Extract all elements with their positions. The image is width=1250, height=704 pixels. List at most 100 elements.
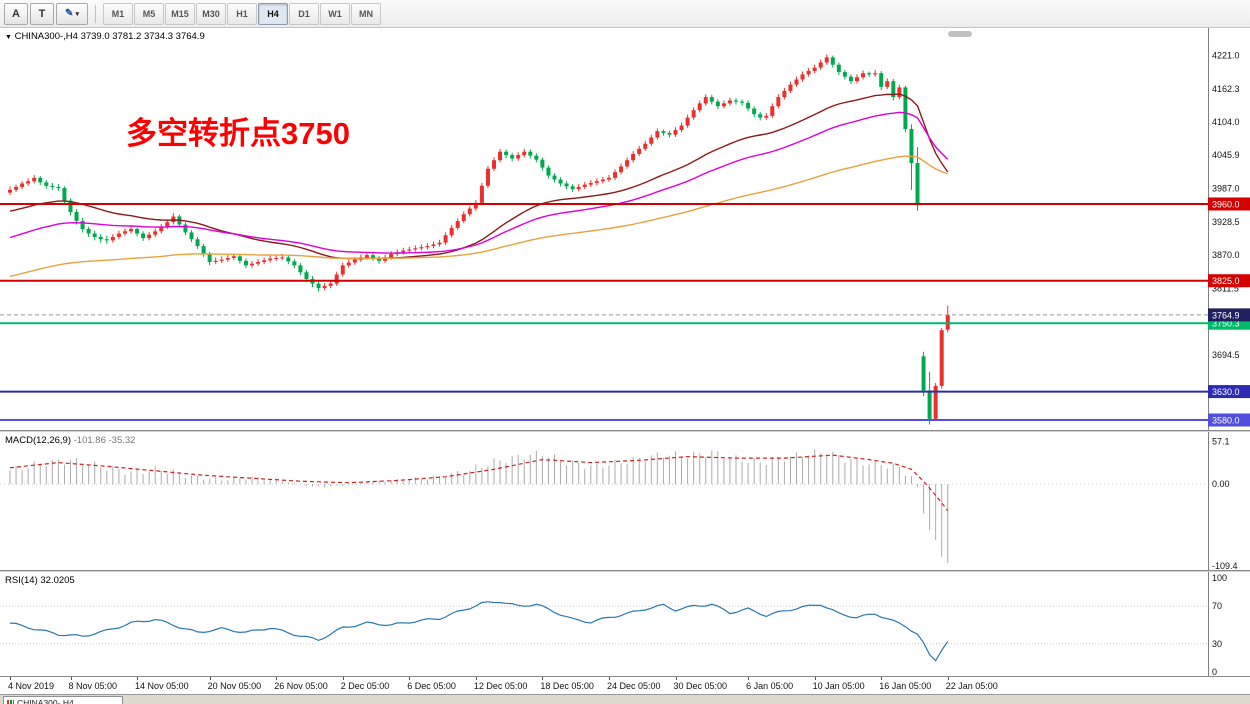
rsi-pane[interactable]: 100 70 30 0 RSI(14) 32.0205 bbox=[0, 572, 1250, 676]
timeframe-button-m1[interactable]: M1 bbox=[103, 2, 133, 25]
candle bbox=[467, 205, 472, 217]
rsi-axis-labels[interactable]: 100 70 30 0 bbox=[1212, 573, 1227, 676]
timeframe-button-m15[interactable]: M15 bbox=[165, 2, 195, 25]
ohlc-values: 3739.0 3781.2 3734.3 3764.9 bbox=[80, 31, 205, 42]
candles-layer bbox=[8, 54, 950, 425]
candle bbox=[764, 113, 769, 120]
macd-label: MACD(12,26,9) -101.86 -35.32 bbox=[5, 435, 136, 446]
candle bbox=[153, 228, 158, 237]
candle bbox=[570, 184, 575, 193]
svg-text:4104.0: 4104.0 bbox=[1212, 117, 1240, 127]
candle bbox=[44, 180, 49, 189]
svg-text:3694.5: 3694.5 bbox=[1212, 350, 1240, 360]
macd-values: -101.86 -35.32 bbox=[73, 435, 136, 446]
svg-text:30: 30 bbox=[1212, 639, 1222, 649]
timeframe-button-m30[interactable]: M30 bbox=[196, 2, 226, 25]
chart-scrollbar-thumb[interactable] bbox=[948, 31, 972, 37]
candle bbox=[485, 165, 490, 189]
candle bbox=[709, 94, 714, 105]
candle bbox=[116, 230, 121, 240]
candle bbox=[461, 211, 466, 224]
candle bbox=[437, 239, 442, 247]
candle bbox=[92, 230, 97, 241]
svg-text:4221.0: 4221.0 bbox=[1212, 51, 1240, 61]
candle bbox=[794, 76, 799, 87]
candle bbox=[340, 262, 345, 277]
candle bbox=[322, 283, 327, 291]
candle bbox=[346, 259, 351, 268]
candle bbox=[522, 148, 527, 158]
candle bbox=[842, 69, 847, 80]
candle bbox=[20, 181, 25, 190]
symbol-dropdown-icon[interactable]: ▼ bbox=[5, 34, 12, 41]
rsi-svg[interactable]: 100 70 30 0 bbox=[0, 572, 1250, 676]
timeframe-button-h1[interactable]: H1 bbox=[227, 2, 257, 25]
candle bbox=[727, 97, 732, 106]
svg-text:100: 100 bbox=[1212, 573, 1227, 583]
timeframe-button-h4[interactable]: H4 bbox=[258, 2, 288, 25]
time-tick bbox=[409, 677, 411, 680]
candle bbox=[873, 69, 878, 77]
candle bbox=[679, 122, 684, 133]
candle bbox=[449, 225, 454, 238]
candle bbox=[256, 259, 261, 266]
svg-text:3580.0: 3580.0 bbox=[1212, 415, 1240, 425]
macd-pane[interactable]: 57.1 0.00 -109.4 MACD(12,26,9) -101.86 -35… bbox=[0, 432, 1250, 570]
candle bbox=[377, 255, 382, 264]
candle bbox=[715, 99, 720, 110]
candle bbox=[219, 256, 224, 264]
candle bbox=[201, 243, 206, 257]
time-label: 8 Nov 05:00 bbox=[68, 681, 118, 691]
rsi-line bbox=[9, 601, 949, 662]
candle bbox=[56, 184, 61, 191]
timeframe-button-mn[interactable]: MN bbox=[351, 2, 381, 25]
time-axis[interactable]: 4 Nov 2019 8 Nov 05:00 14 Nov 05:00 20 Nov … bbox=[0, 676, 1250, 694]
annotation-text: 多空转折点3750 bbox=[126, 116, 350, 151]
pane-separator[interactable] bbox=[0, 430, 1250, 432]
ma-fast-line bbox=[9, 93, 949, 260]
chart-tab[interactable]: CHINA300-,H4 bbox=[3, 696, 123, 704]
candle bbox=[782, 88, 787, 100]
arrow-text-tool-button[interactable]: A bbox=[4, 2, 28, 25]
main-chart-svg[interactable]: 4221.0 4162.3 4104.0 4045.9 3987.0 3928.5 3870… bbox=[0, 28, 1250, 430]
pane-separator[interactable] bbox=[0, 570, 1250, 572]
svg-text:3928.5: 3928.5 bbox=[1212, 217, 1240, 227]
timeframe-button-m5[interactable]: M5 bbox=[134, 2, 164, 25]
candle bbox=[516, 152, 521, 161]
candle bbox=[564, 181, 569, 190]
candle bbox=[552, 173, 557, 183]
candle bbox=[703, 94, 708, 106]
timeframe-button-w1[interactable]: W1 bbox=[320, 2, 350, 25]
candle bbox=[734, 98, 738, 105]
candle bbox=[498, 148, 503, 163]
time-label: 18 Dec 05:00 bbox=[540, 681, 594, 691]
time-label: 24 Dec 05:00 bbox=[606, 681, 661, 691]
candle bbox=[637, 146, 642, 157]
drawing-color-button[interactable]: ✎ ▾ bbox=[56, 2, 88, 25]
text-label-tool-button[interactable]: T bbox=[30, 2, 54, 25]
price-axis-labels[interactable]: 4221.0 4162.3 4104.0 4045.9 3987.0 3928.5 3870… bbox=[1212, 51, 1240, 360]
rsi-value: 32.0205 bbox=[40, 575, 75, 586]
candle bbox=[74, 209, 79, 225]
candle bbox=[806, 68, 811, 77]
candle bbox=[848, 74, 853, 85]
candle bbox=[250, 260, 254, 268]
macd-signal-line bbox=[9, 454, 949, 511]
candle bbox=[933, 383, 938, 422]
candle bbox=[697, 100, 702, 113]
candle bbox=[649, 134, 654, 147]
candle bbox=[492, 157, 496, 172]
main-chart-pane[interactable]: 4221.0 4162.3 4104.0 4045.9 3987.0 3928.5 3870… bbox=[0, 28, 1250, 430]
timeframe-button-d1[interactable]: D1 bbox=[289, 2, 319, 25]
svg-text:70: 70 bbox=[1212, 601, 1222, 611]
candle bbox=[262, 257, 267, 265]
candle bbox=[667, 130, 672, 138]
candle bbox=[576, 184, 581, 192]
macd-axis-labels[interactable]: 57.1 0.00 -109.4 bbox=[1212, 437, 1238, 570]
macd-svg[interactable]: 57.1 0.00 -109.4 bbox=[0, 432, 1250, 570]
macd-histogram bbox=[9, 449, 949, 563]
candle bbox=[885, 78, 890, 90]
candle bbox=[419, 244, 424, 251]
candle bbox=[891, 78, 896, 101]
